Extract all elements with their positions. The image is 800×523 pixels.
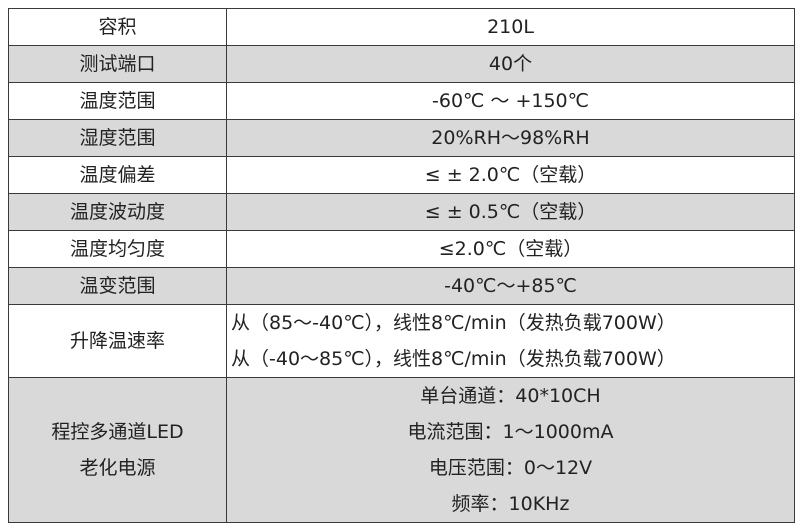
row-value: 单台通道：40*10CH 电流范围：1～1000mA 电压范围：0～12V 频率… xyxy=(226,377,795,523)
table-row: 升降温速率 从（85～-40℃），线性8℃/min（发热负载700W） 从（-4… xyxy=(8,304,795,378)
table-row: 温度偏差 ≤ ± 2.0℃（空载） xyxy=(8,156,795,194)
table-row: 温度波动度 ≤ ± 0.5℃（空载） xyxy=(8,193,795,231)
row-label: 升降温速率 xyxy=(8,304,227,378)
row-label: 温度均匀度 xyxy=(8,230,227,268)
value-line: 频率：10KHz xyxy=(451,493,570,515)
row-value: 210L xyxy=(226,8,795,46)
value-line: 从（85～-40℃），线性8℃/min（发热负载700W） xyxy=(231,312,676,334)
row-value: -40℃～+85℃ xyxy=(226,267,795,305)
row-label: 容积 xyxy=(8,8,227,46)
spec-table: 容积 210L 测试端口 40个 温度范围 -60℃ ～ +150℃ 湿度范围 … xyxy=(8,8,795,523)
row-value: ≤ ± 0.5℃（空载） xyxy=(226,193,795,231)
row-label: 温变范围 xyxy=(8,267,227,305)
row-label: 温度波动度 xyxy=(8,193,227,231)
row-label: 温度范围 xyxy=(8,82,227,120)
row-label: 测试端口 xyxy=(8,45,227,83)
table-row: 程控多通道LED 老化电源 单台通道：40*10CH 电流范围：1～1000mA… xyxy=(8,377,795,523)
row-value: ≤ ± 2.0℃（空载） xyxy=(226,156,795,194)
table-row: 湿度范围 20%RH～98%RH xyxy=(8,119,795,157)
row-value: 20%RH～98%RH xyxy=(226,119,795,157)
row-label: 程控多通道LED 老化电源 xyxy=(8,377,227,523)
table-row: 温度均匀度 ≤2.0℃（空载） xyxy=(8,230,795,268)
row-value: ≤2.0℃（空载） xyxy=(226,230,795,268)
row-value: -60℃ ～ +150℃ xyxy=(226,82,795,120)
row-label: 温度偏差 xyxy=(8,156,227,194)
row-value: 从（85～-40℃），线性8℃/min（发热负载700W） 从（-40～85℃）… xyxy=(226,304,795,378)
table-row: 测试端口 40个 xyxy=(8,45,795,83)
table-row: 容积 210L xyxy=(8,8,795,46)
row-value: 40个 xyxy=(226,45,795,83)
value-line: 电压范围：0～12V xyxy=(428,457,593,479)
value-line: 从（-40～85℃），线性8℃/min（发热负载700W） xyxy=(231,348,676,370)
value-line: 电流范围：1～1000mA xyxy=(407,421,614,443)
value-line: 单台通道：40*10CH xyxy=(420,385,601,407)
label-line: 程控多通道LED xyxy=(51,421,184,443)
table-row: 温变范围 -40℃～+85℃ xyxy=(8,267,795,305)
table-row: 温度范围 -60℃ ～ +150℃ xyxy=(8,82,795,120)
label-line: 老化电源 xyxy=(79,457,156,479)
row-label: 湿度范围 xyxy=(8,119,227,157)
